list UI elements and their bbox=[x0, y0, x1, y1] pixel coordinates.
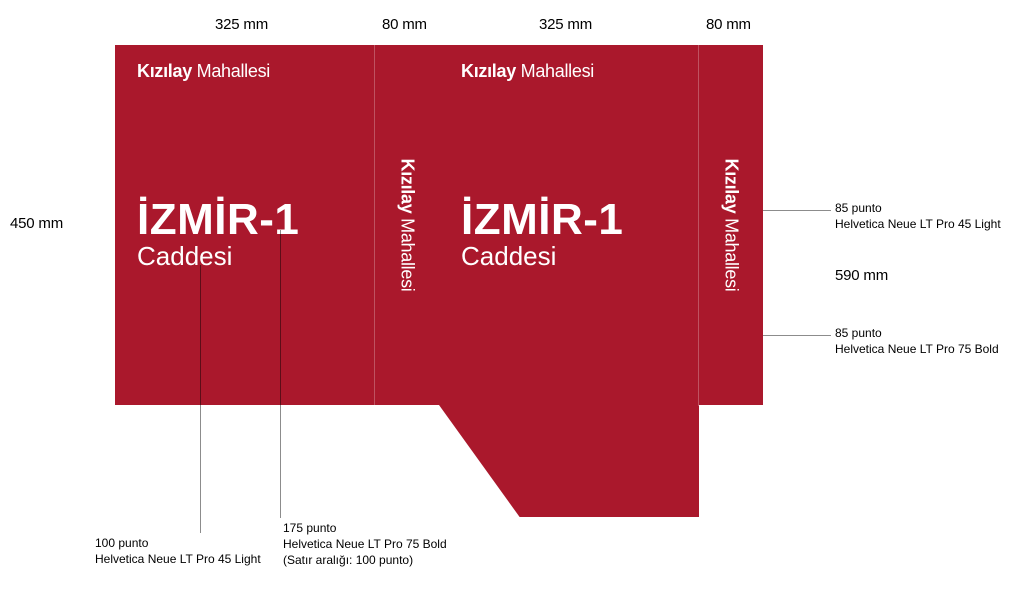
street-line2: Caddesi bbox=[461, 241, 623, 272]
note-85-bold-l1: 85 punto bbox=[835, 325, 999, 341]
note-85-light-l1: 85 punto bbox=[835, 200, 1001, 216]
note-100-light-l2: Helvetica Neue LT Pro 45 Light bbox=[95, 551, 261, 567]
sign-spine-1: Kızılay Mahallesi bbox=[375, 45, 439, 405]
district-bold: Kızılay bbox=[137, 61, 192, 81]
sign-panel-right: Kızılay Mahallesi İZMİR-1Caddesi bbox=[439, 45, 699, 517]
dim-top-325-b: 325 mm bbox=[539, 16, 592, 33]
district-bold: Kızılay bbox=[398, 159, 418, 214]
note-85-bold-l2: Helvetica Neue LT Pro 75 Bold bbox=[835, 341, 999, 357]
lead-note3 bbox=[200, 265, 201, 533]
note-85-light-l2: Helvetica Neue LT Pro 45 Light bbox=[835, 216, 1001, 232]
note-85-bold: 85 puntoHelvetica Neue LT Pro 75 Bold bbox=[835, 325, 999, 357]
street-label: İZMİR-1Caddesi bbox=[461, 195, 623, 272]
note-85-light: 85 puntoHelvetica Neue LT Pro 45 Light bbox=[835, 200, 1001, 232]
district-light: Mahallesi bbox=[521, 61, 594, 81]
district-light: Mahallesi bbox=[398, 218, 418, 291]
lead-note1 bbox=[763, 210, 831, 211]
district-bold: Kızılay bbox=[461, 61, 516, 81]
spine-district-label: Kızılay Mahallesi bbox=[397, 159, 418, 292]
district-bold: Kızılay bbox=[722, 159, 742, 214]
note-100-light: 100 puntoHelvetica Neue LT Pro 45 Light bbox=[95, 535, 261, 567]
lead-note2 bbox=[763, 335, 831, 336]
dim-top-80-b: 80 mm bbox=[706, 16, 751, 33]
district-label: Kızılay Mahallesi bbox=[461, 61, 594, 82]
dim-right-590: 590 mm bbox=[835, 267, 888, 284]
street-line1: İZMİR-1 bbox=[461, 195, 623, 245]
dim-top-325-a: 325 mm bbox=[215, 16, 268, 33]
district-light: Mahallesi bbox=[197, 61, 270, 81]
note-100-light-l1: 100 punto bbox=[95, 535, 261, 551]
dim-top-80-a: 80 mm bbox=[382, 16, 427, 33]
note-175-bold: 175 puntoHelvetica Neue LT Pro 75 Bold(S… bbox=[283, 520, 447, 569]
street-line1: İZMİR-1 bbox=[137, 195, 299, 245]
district-label: Kızılay Mahallesi bbox=[137, 61, 270, 82]
street-line2: Caddesi bbox=[137, 241, 299, 272]
note-175-bold-l2: Helvetica Neue LT Pro 75 Bold bbox=[283, 536, 447, 552]
note-175-bold-l1: 175 punto bbox=[283, 520, 447, 536]
lead-note4 bbox=[280, 230, 281, 518]
street-label: İZMİR-1Caddesi bbox=[137, 195, 299, 272]
note-175-bold-l3: (Satır aralığı: 100 punto) bbox=[283, 552, 447, 568]
dim-left-450: 450 mm bbox=[10, 215, 63, 232]
district-light: Mahallesi bbox=[722, 218, 742, 291]
sign-panel-left: Kızılay Mahallesi İZMİR-1Caddesi bbox=[115, 45, 375, 405]
sign-spine-2: Kızılay Mahallesi bbox=[699, 45, 763, 405]
spine-district-label: Kızılay Mahallesi bbox=[721, 159, 742, 292]
